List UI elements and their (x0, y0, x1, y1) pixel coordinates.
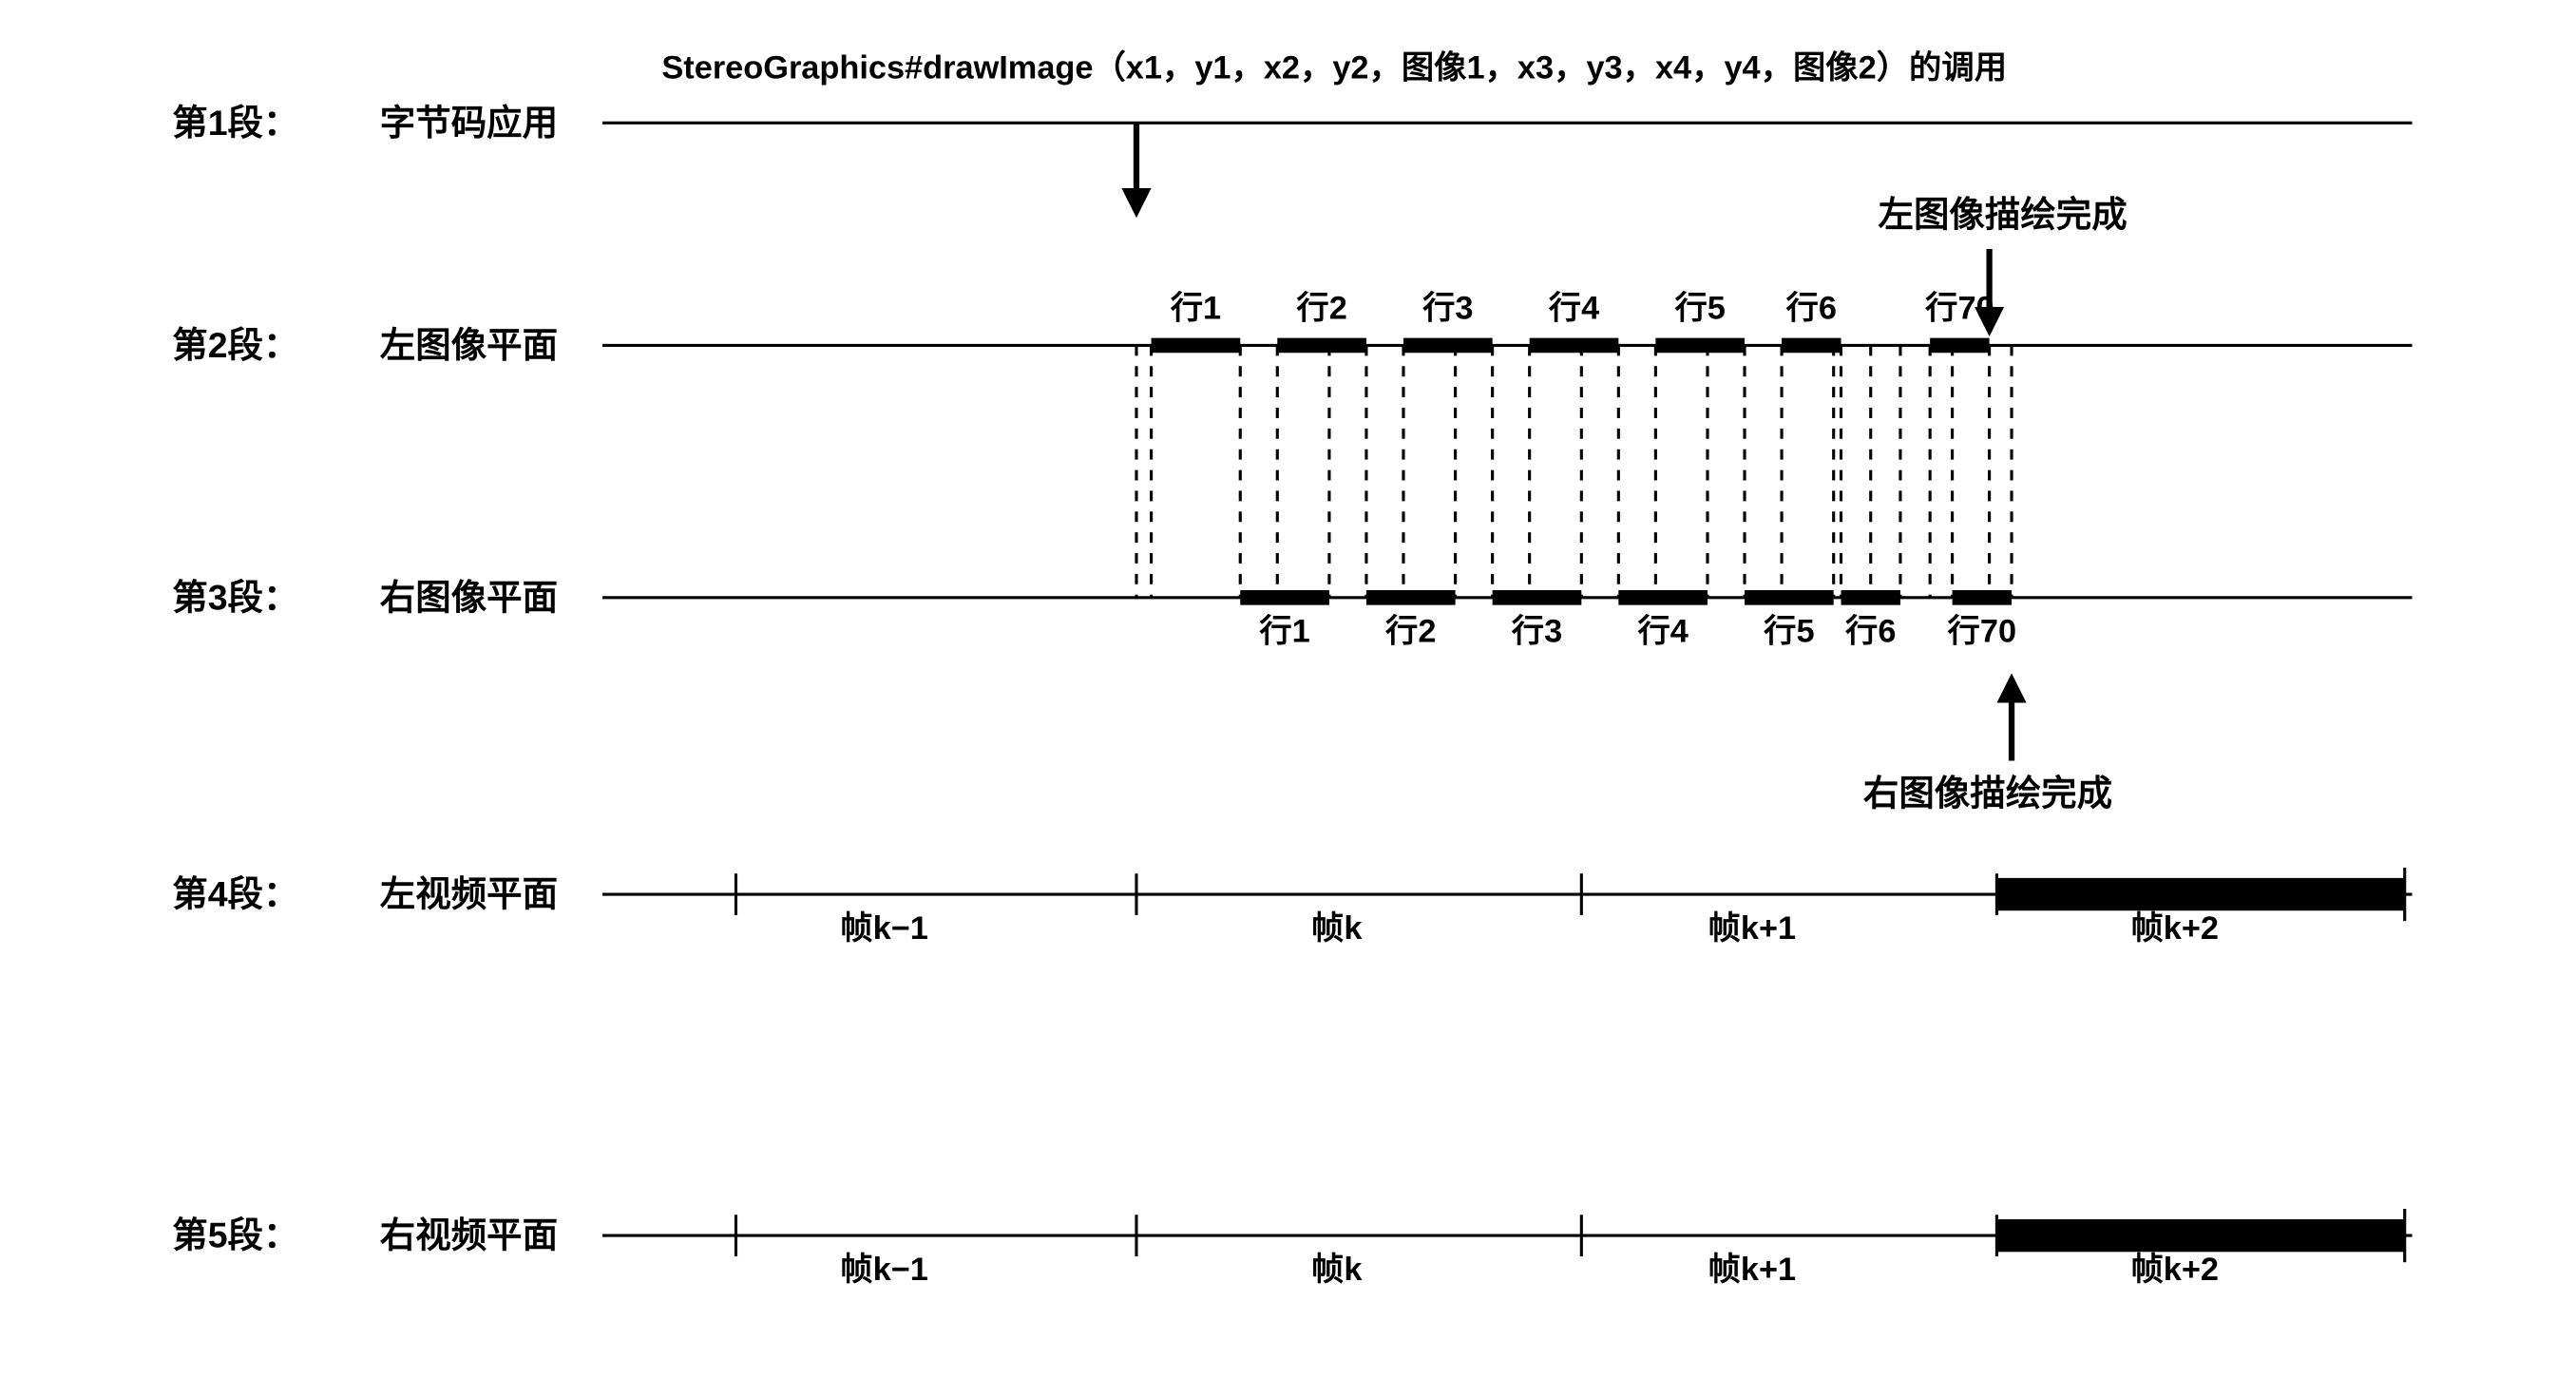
left-line-label: 行5 (1674, 290, 1725, 326)
right-line-label: 行6 (1845, 614, 1896, 650)
row-label: 右视频平面 (380, 1215, 558, 1255)
frame-label: 帧k (1311, 910, 1363, 947)
right-line-label: 行5 (1764, 614, 1814, 650)
left-line-label: 行2 (1296, 290, 1346, 326)
left-line-label: 行70 (1925, 290, 1994, 326)
frame-label: 帧k (1311, 1252, 1363, 1288)
right-line-label: 行1 (1259, 614, 1309, 650)
right-line-label: 行2 (1385, 614, 1436, 650)
frame-label: 帧k+2 (2130, 1252, 2219, 1288)
frame-active-bar (1996, 1219, 2404, 1252)
left-line-label: 行3 (1422, 290, 1473, 326)
tier-label: 第2段： (172, 325, 298, 365)
right-done-label: 右图像描绘完成 (1863, 773, 2112, 813)
frame-label: 帧k+1 (1708, 910, 1797, 947)
row-label: 左视频平面 (380, 874, 558, 914)
right-line-label: 行3 (1512, 614, 1562, 650)
frame-active-bar (1996, 878, 2404, 910)
right-line-label: 行4 (1637, 614, 1688, 650)
frame-label: 帧k+1 (1708, 1252, 1797, 1288)
tier-label: 第3段： (172, 577, 298, 617)
right-line-label: 行70 (1948, 614, 2017, 650)
row-label: 左图像平面 (380, 325, 558, 365)
frame-label: 帧k+2 (2130, 910, 2219, 947)
row-label: 字节码应用 (380, 103, 558, 143)
left-line-label: 行1 (1171, 290, 1221, 326)
row-label: 右图像平面 (380, 577, 558, 617)
api-call-text: StereoGraphics#drawImage（x1，y1，x2，y2，图像1… (661, 48, 2007, 86)
frame-label: 帧k−1 (840, 910, 928, 947)
left-line-label: 行6 (1786, 290, 1837, 326)
left-line-label: 行4 (1549, 290, 1599, 326)
tier-label: 第5段： (172, 1215, 298, 1255)
tier-label: 第4段： (172, 874, 298, 914)
frame-label: 帧k−1 (840, 1252, 928, 1288)
left-done-label: 左图像描绘完成 (1879, 195, 2128, 235)
timing-diagram: 第1段： 第2段： 第3段： 第4段： 第5段： 字节码应用左图像平面右图像平面左视频平面… (19, 19, 2576, 1354)
tier-label: 第1段： (172, 103, 298, 143)
